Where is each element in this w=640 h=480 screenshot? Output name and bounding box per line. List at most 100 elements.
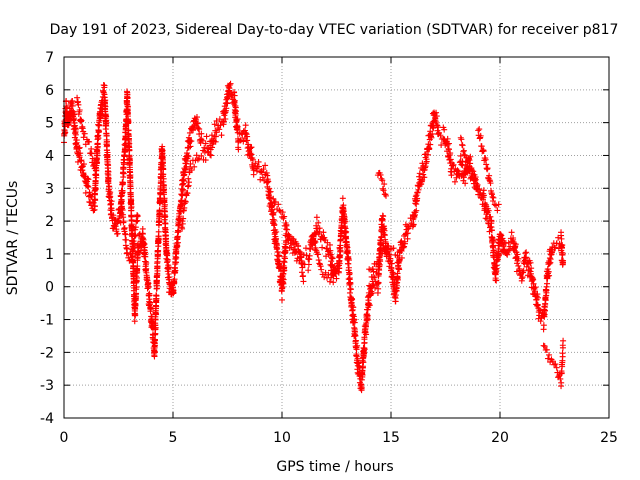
data-point (416, 173, 423, 180)
data-point (358, 385, 365, 392)
data-point (196, 126, 203, 133)
data-point (544, 355, 551, 362)
data-point (371, 274, 378, 281)
y-tick-label: 1 (45, 247, 54, 263)
data-point (86, 138, 93, 145)
data-point (482, 215, 489, 222)
data-point (435, 124, 442, 131)
data-point (558, 379, 565, 386)
data-point (242, 122, 249, 129)
x-tick-label: 0 (60, 430, 69, 446)
data-point (275, 201, 282, 208)
data-point (480, 148, 487, 155)
data-point (161, 207, 168, 214)
data-point (153, 299, 160, 306)
data-point (403, 230, 410, 237)
data-point (309, 232, 316, 239)
data-point (152, 324, 159, 331)
data-point (156, 210, 163, 217)
y-tick-label: 3 (45, 181, 54, 197)
y-axis-label: SDTVAR / TECUs (5, 181, 21, 296)
data-point (447, 168, 454, 175)
data-point (445, 153, 452, 160)
data-point (289, 250, 296, 257)
data-point (515, 262, 522, 269)
data-point (132, 312, 139, 319)
data-point (388, 260, 395, 267)
data-point (310, 232, 317, 239)
data-point (153, 292, 160, 299)
data-point (182, 198, 189, 205)
data-point (294, 242, 301, 249)
data-point (131, 240, 138, 247)
plot-frame (63, 56, 610, 419)
data-point (476, 126, 483, 133)
data-point (244, 151, 251, 158)
data-point (494, 256, 501, 263)
data-point (460, 147, 467, 154)
data-point (159, 156, 166, 163)
data-point (353, 351, 360, 358)
data-point (320, 229, 327, 236)
data-point (104, 151, 111, 158)
data-point (209, 144, 216, 151)
data-point (91, 191, 98, 198)
data-point (540, 322, 547, 329)
data-point (299, 264, 306, 271)
data-point (180, 215, 187, 222)
data-point (515, 255, 522, 262)
data-point (383, 192, 390, 199)
data-point (153, 277, 160, 284)
data-point (278, 287, 285, 294)
data-point (495, 236, 502, 243)
data-point (454, 167, 461, 174)
y-tick-label: -3 (40, 378, 54, 394)
data-point (134, 212, 141, 219)
data-point (281, 213, 288, 220)
data-point (465, 167, 472, 174)
data-point (95, 128, 102, 135)
data-point (190, 127, 197, 134)
data-point (363, 312, 370, 319)
data-point (362, 323, 369, 330)
data-point (131, 318, 138, 325)
data-point (164, 258, 171, 265)
data-point (174, 234, 181, 241)
data-point (232, 110, 239, 117)
data-point (510, 236, 517, 243)
data-point (448, 172, 455, 179)
data-point (133, 284, 140, 291)
data-point (352, 332, 359, 339)
data-point (80, 161, 87, 168)
data-point (487, 180, 494, 187)
data-point (155, 236, 162, 243)
data-point (379, 185, 386, 192)
data-point (551, 361, 558, 368)
data-point (445, 140, 452, 147)
data-point (280, 276, 287, 283)
data-point (349, 296, 356, 303)
data-point (558, 235, 565, 242)
data-point (216, 126, 223, 133)
data-point (188, 138, 195, 145)
data-point (203, 133, 210, 140)
data-point (70, 117, 77, 124)
data-point (129, 227, 136, 234)
data-point (553, 240, 560, 247)
data-point (520, 267, 527, 274)
data-point (544, 280, 551, 287)
x-tick-label: 10 (273, 430, 291, 446)
data-point (108, 210, 115, 217)
data-point (164, 259, 171, 266)
data-point (394, 252, 401, 259)
data-point (235, 146, 242, 153)
data-point (145, 280, 152, 287)
data-point (460, 148, 467, 155)
y-tick-label: 5 (45, 116, 54, 132)
data-point (125, 135, 132, 142)
data-point (505, 247, 512, 254)
data-point (124, 103, 131, 110)
data-point (273, 242, 280, 249)
data-point (395, 265, 402, 272)
data-point (151, 336, 158, 343)
